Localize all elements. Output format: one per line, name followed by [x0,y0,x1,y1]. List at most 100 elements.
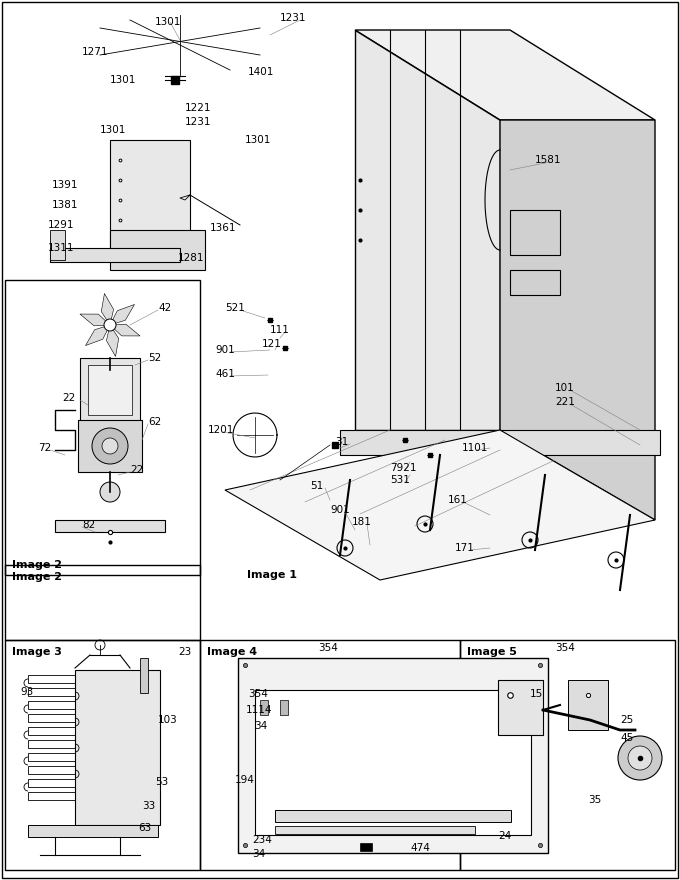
Bar [80,358,140,423]
Text: 1581: 1581 [535,155,562,165]
Bar [568,680,608,730]
Text: Image 2: Image 2 [12,572,62,582]
Bar [28,714,75,722]
Text: 354: 354 [555,643,575,653]
Bar [510,270,560,295]
Text: 101: 101 [555,383,575,393]
Bar [460,640,675,870]
Text: 103: 103 [158,715,177,725]
Text: 24: 24 [498,831,511,841]
Text: 354: 354 [318,643,338,653]
Text: 1301: 1301 [245,135,271,145]
Text: 7921: 7921 [390,463,416,473]
Bar [75,670,160,825]
Text: 1101: 1101 [462,443,488,453]
Text: 171: 171 [455,543,475,553]
Circle shape [104,319,116,331]
Text: 1231: 1231 [185,117,211,127]
Text: 22: 22 [130,465,143,475]
Text: 1114: 1114 [246,705,273,715]
Bar [28,753,75,761]
Text: 111: 111 [270,325,290,335]
Text: 35: 35 [588,795,601,805]
Polygon shape [110,324,140,336]
Bar [5,640,200,870]
Text: 93: 93 [20,687,33,697]
Bar [55,520,165,532]
Bar [340,430,660,455]
Bar [360,843,372,851]
Text: 234: 234 [252,835,272,845]
Text: 474: 474 [410,843,430,853]
Text: 1361: 1361 [210,223,237,233]
Polygon shape [225,430,655,580]
Text: 42: 42 [158,303,171,313]
Bar [28,688,75,696]
Text: 33: 33 [142,801,155,811]
Bar [28,727,75,735]
Text: 521: 521 [225,303,245,313]
Text: 461: 461 [215,369,235,379]
Circle shape [92,428,128,464]
Text: 1221: 1221 [185,103,211,113]
Bar [275,810,511,822]
Text: 34: 34 [254,721,267,731]
Bar [498,680,543,735]
Text: 901: 901 [330,505,350,515]
Text: 121: 121 [262,339,282,349]
Text: 1201: 1201 [208,425,235,435]
Text: 53: 53 [155,777,168,787]
Text: 45: 45 [620,733,633,743]
Circle shape [628,746,652,770]
Bar [28,779,75,787]
Text: 194: 194 [235,775,255,785]
Text: 25: 25 [620,715,633,725]
Text: 1401: 1401 [248,67,274,77]
Bar [5,280,200,575]
Bar [50,248,180,262]
Bar [275,826,475,834]
Text: 52: 52 [148,353,161,363]
Text: 22: 22 [62,393,75,403]
Text: 221: 221 [555,397,575,407]
Bar [28,701,75,709]
Text: 1271: 1271 [82,47,109,57]
Text: 31: 31 [335,437,348,447]
Text: 1281: 1281 [178,253,205,263]
Text: 1301: 1301 [155,17,182,27]
Polygon shape [500,120,655,520]
Bar [255,690,531,835]
Text: 1231: 1231 [280,13,307,23]
Bar [200,640,460,870]
Text: 23: 23 [178,647,191,657]
Polygon shape [355,30,500,430]
Bar [280,700,288,715]
Text: 1391: 1391 [52,180,78,190]
Circle shape [100,482,120,502]
Bar [28,740,75,748]
Text: Image 2: Image 2 [12,560,62,570]
Text: 62: 62 [148,417,161,427]
Text: Image 5: Image 5 [467,647,517,657]
Polygon shape [86,325,110,346]
Bar [50,230,65,260]
Text: Image 3: Image 3 [12,647,62,657]
Bar [110,230,205,270]
Text: 1381: 1381 [52,200,78,210]
Bar [78,420,142,472]
Circle shape [618,736,662,780]
Text: 34: 34 [252,849,265,859]
Circle shape [102,438,118,454]
Text: 1311: 1311 [48,243,75,253]
Polygon shape [80,314,110,326]
Bar [5,565,200,640]
Bar [510,210,560,255]
Bar [28,792,75,800]
Text: 161: 161 [448,495,468,505]
Text: 82: 82 [82,520,95,530]
Text: 1301: 1301 [110,75,137,85]
Bar [238,658,548,853]
Bar [28,825,158,837]
Bar [28,766,75,774]
Bar [88,365,132,415]
